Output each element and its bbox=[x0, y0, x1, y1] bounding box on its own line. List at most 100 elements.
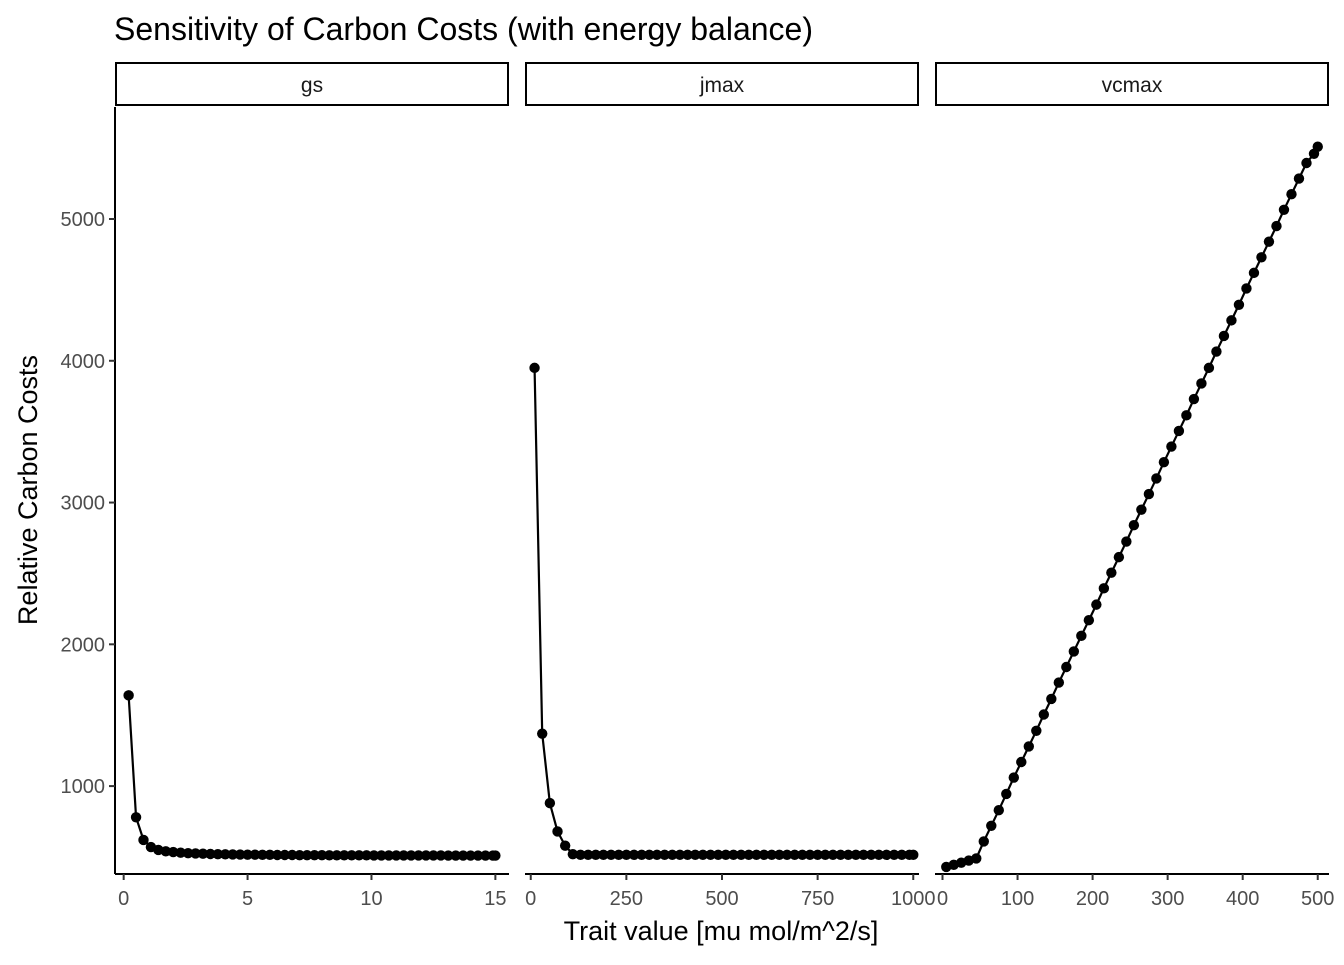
data-point bbox=[1241, 283, 1252, 294]
data-point bbox=[850, 849, 862, 861]
data-point bbox=[257, 849, 268, 861]
data-point bbox=[873, 849, 885, 861]
data-point bbox=[993, 805, 1004, 816]
series-line bbox=[533, 367, 914, 856]
data-point bbox=[674, 849, 686, 861]
data-point bbox=[644, 849, 655, 861]
data-point bbox=[272, 849, 283, 861]
data-point bbox=[1226, 315, 1237, 326]
data-point bbox=[575, 849, 586, 861]
x-tick-label: 1000 bbox=[891, 888, 936, 910]
data-point bbox=[301, 849, 313, 861]
y-axis: 1000 2000 3000 4000 5000 bbox=[61, 107, 116, 874]
data-point bbox=[766, 849, 777, 861]
data-point bbox=[472, 850, 484, 861]
data-point bbox=[1263, 236, 1275, 247]
data-point bbox=[835, 849, 846, 861]
data-point bbox=[1211, 346, 1222, 357]
data-point bbox=[1233, 299, 1245, 310]
data-point bbox=[613, 849, 624, 861]
y-axis-title: Relative Carbon Costs bbox=[13, 355, 43, 625]
data-point bbox=[212, 848, 224, 860]
data-point bbox=[361, 850, 372, 861]
data-point bbox=[1271, 220, 1282, 232]
data-point bbox=[130, 812, 142, 823]
data-point bbox=[971, 853, 982, 864]
data-point bbox=[544, 797, 556, 809]
data-point bbox=[480, 850, 491, 861]
data-point bbox=[1143, 488, 1155, 500]
data-point bbox=[881, 849, 892, 861]
data-point bbox=[324, 850, 335, 861]
series-line bbox=[127, 695, 496, 857]
data-point bbox=[986, 820, 997, 831]
facet-strip bbox=[115, 62, 509, 106]
data-point bbox=[1151, 473, 1162, 484]
data-point bbox=[1046, 693, 1057, 705]
x-tick-label: 15 bbox=[484, 888, 506, 910]
data-point bbox=[1312, 141, 1323, 152]
y-tick-label: 1000 bbox=[61, 776, 106, 798]
data-point bbox=[294, 849, 305, 861]
data-point bbox=[182, 847, 194, 859]
data-point bbox=[405, 850, 417, 861]
x-tick-label: 500 bbox=[705, 888, 738, 910]
data-point bbox=[537, 728, 548, 739]
data-point bbox=[1091, 599, 1102, 610]
data-point bbox=[490, 850, 501, 861]
data-point bbox=[353, 850, 365, 861]
data-point bbox=[582, 849, 594, 861]
data-point bbox=[368, 850, 380, 861]
x-tick-label: 5 bbox=[242, 888, 253, 910]
data-point bbox=[1083, 615, 1095, 626]
data-point bbox=[812, 849, 823, 861]
data-point bbox=[1256, 252, 1267, 263]
data-point bbox=[1001, 788, 1012, 800]
data-point bbox=[598, 849, 609, 861]
x-tick-label: 400 bbox=[1226, 888, 1259, 910]
data-point bbox=[1301, 157, 1312, 169]
data-point bbox=[465, 850, 476, 861]
data-point bbox=[743, 849, 754, 861]
data-point bbox=[190, 848, 201, 859]
data-point bbox=[888, 849, 900, 861]
data-point bbox=[590, 849, 601, 861]
data-point bbox=[1203, 362, 1215, 374]
x-tick-label: 0 bbox=[525, 888, 536, 910]
x-tick-label: 250 bbox=[610, 888, 643, 910]
data-point bbox=[735, 849, 747, 861]
data-point bbox=[712, 849, 724, 861]
data-point bbox=[843, 849, 854, 861]
data-point bbox=[242, 849, 253, 860]
data-point bbox=[781, 849, 793, 861]
data-point bbox=[705, 849, 716, 861]
data-point bbox=[636, 849, 647, 861]
data-point bbox=[227, 849, 238, 860]
data-point bbox=[383, 850, 395, 861]
data-point bbox=[435, 850, 447, 861]
data-point bbox=[346, 850, 357, 861]
data-point bbox=[820, 849, 831, 861]
facet-strip-label: gs bbox=[301, 74, 323, 97]
data-point bbox=[1136, 504, 1147, 515]
data-point bbox=[1278, 204, 1290, 215]
data-point bbox=[457, 850, 469, 861]
data-point bbox=[789, 849, 800, 861]
data-point bbox=[331, 850, 342, 861]
data-point bbox=[797, 849, 808, 861]
data-point bbox=[865, 849, 877, 861]
data-point bbox=[123, 690, 134, 701]
data-point bbox=[651, 849, 663, 861]
data-point bbox=[1076, 630, 1087, 642]
data-point bbox=[420, 850, 432, 861]
x-tick-label: 300 bbox=[1151, 888, 1184, 910]
data-point bbox=[682, 849, 693, 861]
data-point bbox=[697, 849, 709, 861]
data-point bbox=[1286, 188, 1297, 200]
data-point bbox=[1053, 677, 1065, 688]
data-point bbox=[1248, 267, 1260, 279]
data-point bbox=[279, 849, 290, 861]
